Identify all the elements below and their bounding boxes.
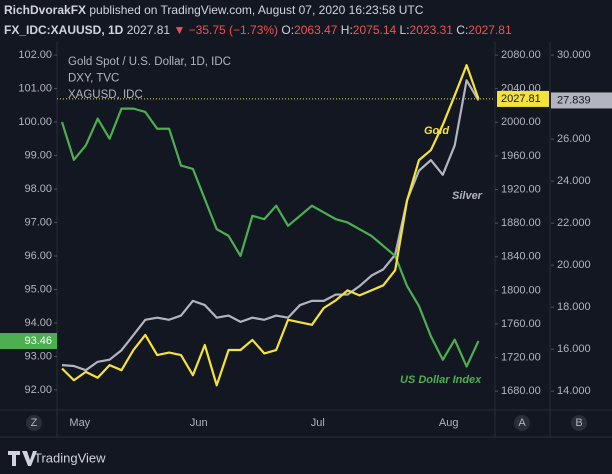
button[interactable] [571,415,587,431]
y-tick-label: 1760.00 [501,318,541,330]
y-tick-label: 96.00 [24,250,52,262]
y-tick-label: 1920.00 [501,183,541,195]
symbol-line: FX_IDC:XAUUSD, 1D 2027.81 ▼ −35.75 (−1.7… [4,23,512,37]
ohlc-value: 2075.14 [353,23,397,37]
y-tick-label: 97.00 [24,216,52,228]
legend-entry: XAGUSD, IDC [68,89,143,101]
header-line: RichDvorakFX published on TradingView.co… [4,3,424,17]
button-label[interactable]: A [518,417,526,429]
y-tick-label: 1680.00 [501,385,541,397]
symbol: FX_IDC:XAUUSD, 1D [4,23,124,37]
y-tick-label: 99.00 [24,149,52,161]
x-tick-label: May [69,417,90,429]
price-tag-label: 2027.81 [501,93,541,105]
y-tick-label: 1720.00 [501,351,541,363]
x-tick-label: Aug [439,417,459,429]
last: 2027.81 [127,23,171,37]
button[interactable] [514,415,530,431]
button[interactable] [26,415,42,431]
y-tick-label: 1960.00 [501,150,541,162]
ohlc-label: L: [400,23,410,37]
author: RichDvorakFX [4,3,86,17]
logo-icon [8,451,37,466]
y-tick-label: 30.000 [557,49,591,61]
y-tick-label: 24.000 [557,175,591,187]
annotation: Silver [452,190,483,202]
y-tick-label: 92.00 [24,384,52,396]
ohlc-value: 2063.47 [294,23,338,37]
y-tick-label: 1880.00 [501,217,541,229]
y-tick-label: 22.000 [557,217,591,229]
button-label[interactable]: B [575,417,582,429]
y-tick-label: 95.00 [24,283,52,295]
y-tick-label: 16.000 [557,343,591,355]
y-tick-label: 102.00 [18,49,52,61]
y-tick-label: 2080.00 [501,49,541,61]
y-tick-label: 98.00 [24,183,52,195]
annotation: US Dollar Index [400,374,482,386]
x-tick-label: Jun [190,417,208,429]
y-tick-label: 93.00 [24,350,52,362]
price-tag [497,90,549,107]
y-tick-label: 20.000 [557,259,591,271]
ohlc-value: 2023.31 [410,23,454,37]
change: ▼ −35.75 (−1.73%) [173,23,278,37]
series-line [60,107,480,368]
series-line [61,64,480,387]
ohlc-label: H: [341,23,353,37]
brand[interactable]: TradingView [34,450,106,465]
y-tick-label: 14.000 [557,385,591,397]
y-tick-label: 94.00 [24,317,52,329]
ohlc-label: C: [456,23,468,37]
button-label[interactable]: Z [31,417,38,429]
ohlc-label: O: [281,23,294,37]
published: published on TradingView.com, August 07,… [89,3,423,17]
y-tick-label: 26.000 [557,133,591,145]
price-tag-label: 93.46 [24,335,52,347]
ohlc-value: 2027.81 [468,23,512,37]
annotation: Gold [424,125,449,137]
y-tick-label: 1800.00 [501,284,541,296]
legend-entry: DXY, TVC [68,73,119,85]
y-tick-label: 18.000 [557,301,591,313]
price-tag [551,92,612,109]
x-tick-label: Jul [311,417,325,429]
y-tick-label: 101.00 [18,82,52,94]
y-tick-label: 2000.00 [501,116,541,128]
legend-entry: Gold Spot / U.S. Dollar, 1D, IDC [68,56,231,68]
price-tag [0,333,57,350]
y-tick-label: 1840.00 [501,251,541,263]
y-tick-label: 100.00 [18,116,52,128]
price-tag-label: 27.839 [557,94,591,106]
